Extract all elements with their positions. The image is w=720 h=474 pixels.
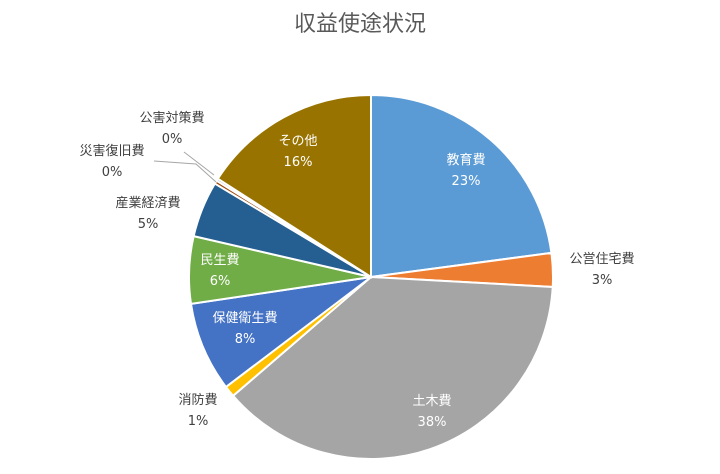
slice-label-name: 消防費	[178, 392, 217, 408]
slice-label-name: 産業経済費	[115, 195, 180, 211]
pie-slice	[370, 93, 553, 279]
pie-slice	[216, 93, 372, 279]
slice-label-name: 教育費	[446, 152, 485, 168]
slice-label-percent: 6%	[210, 274, 231, 289]
slice-label-percent: 0%	[102, 165, 123, 180]
slice-label-percent: 5%	[138, 217, 159, 232]
slice-label-percent: 38%	[418, 415, 447, 430]
slice-label-percent: 16%	[284, 155, 313, 170]
slice-label-name: 災害復旧費	[79, 143, 144, 159]
slice-label-name: 保健衛生費	[212, 311, 277, 326]
slice-label-name: 公営住宅費	[569, 252, 634, 267]
slice-label-name: 土木費	[412, 394, 451, 409]
slice-label-percent: 23%	[452, 174, 481, 189]
slice-label-name: 民生費	[200, 253, 239, 268]
slice-label-percent: 1%	[188, 414, 209, 429]
slice-label-name: 公害対策費	[139, 110, 204, 126]
leader-line	[183, 151, 215, 176]
slice-label-name: その他	[278, 134, 317, 149]
pie-slice	[189, 276, 372, 389]
pie-slice	[231, 275, 554, 460]
slice-label-percent: 0%	[162, 132, 183, 147]
slice-label-percent: 3%	[592, 273, 613, 288]
chart-title: 収益使途状況	[293, 12, 426, 37]
slice-label-percent: 8%	[235, 332, 256, 347]
leader-line	[153, 160, 217, 183]
